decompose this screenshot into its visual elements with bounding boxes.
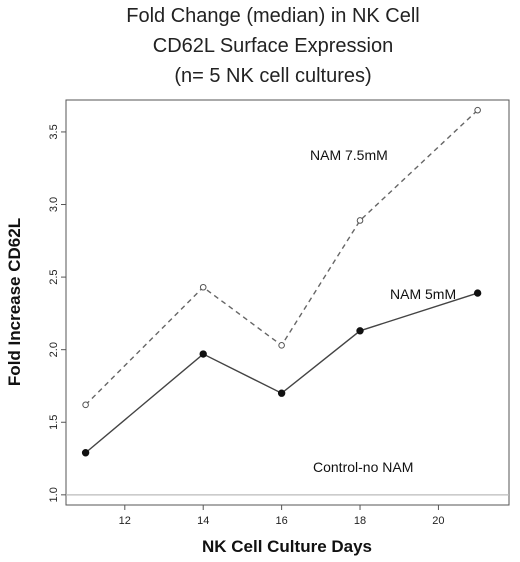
data-point-nam-5mm [473, 289, 482, 297]
y-tick-label: 3.0 [48, 197, 60, 212]
data-point-nam-7-5mm [474, 106, 481, 114]
x-tick-label: 16 [275, 515, 287, 527]
series-label-nam-5: NAM 5mM [390, 286, 456, 302]
x-axis-label: NK Cell Culture Days [202, 537, 372, 556]
data-point-nam-7-5mm [199, 283, 207, 291]
series-line-nam-5mm [85, 292, 478, 454]
x-tick-label: 14 [197, 515, 209, 527]
data-point-nam-7-5mm [82, 401, 89, 409]
y-tick-label: 2.0 [48, 342, 60, 357]
x-tick-label: 18 [354, 515, 366, 527]
y-tick-label: 1.5 [48, 415, 60, 430]
chart-title-line-1: Fold Change (median) in NK Cell [126, 5, 419, 27]
x-tick-label: 20 [432, 515, 444, 527]
y-axis-label: Fold Increase CD62L [5, 218, 24, 386]
chart-title-line-2: CD62L Surface Expression [153, 35, 394, 57]
x-axis: 12 14 16 18 20 [119, 505, 445, 527]
y-axis: 1.0 1.5 2.0 2.5 3.0 3.5 [48, 124, 66, 502]
plot-frame [65, 99, 510, 506]
data-point-nam-7-5mm [278, 342, 285, 349]
data-point-nam-5mm [277, 389, 286, 397]
series-label-nam-7-5: NAM 7.5mM [310, 147, 388, 163]
series-layer [66, 106, 509, 496]
data-point-nam-7-5mm [356, 217, 364, 224]
data-point-nam-5mm [81, 449, 90, 457]
data-point-nam-5mm [199, 350, 207, 358]
data-point-nam-5mm [356, 327, 364, 335]
x-tick-label: 12 [119, 515, 131, 527]
y-tick-label: 3.5 [48, 124, 60, 139]
y-tick-label: 1.0 [48, 487, 60, 502]
chart-title-line-3: (n= 5 NK cell cultures) [174, 65, 371, 87]
series-label-control: Control-no NAM [313, 459, 413, 475]
series-line-nam-7-5mm [85, 109, 479, 406]
y-tick-label: 2.5 [48, 269, 60, 284]
